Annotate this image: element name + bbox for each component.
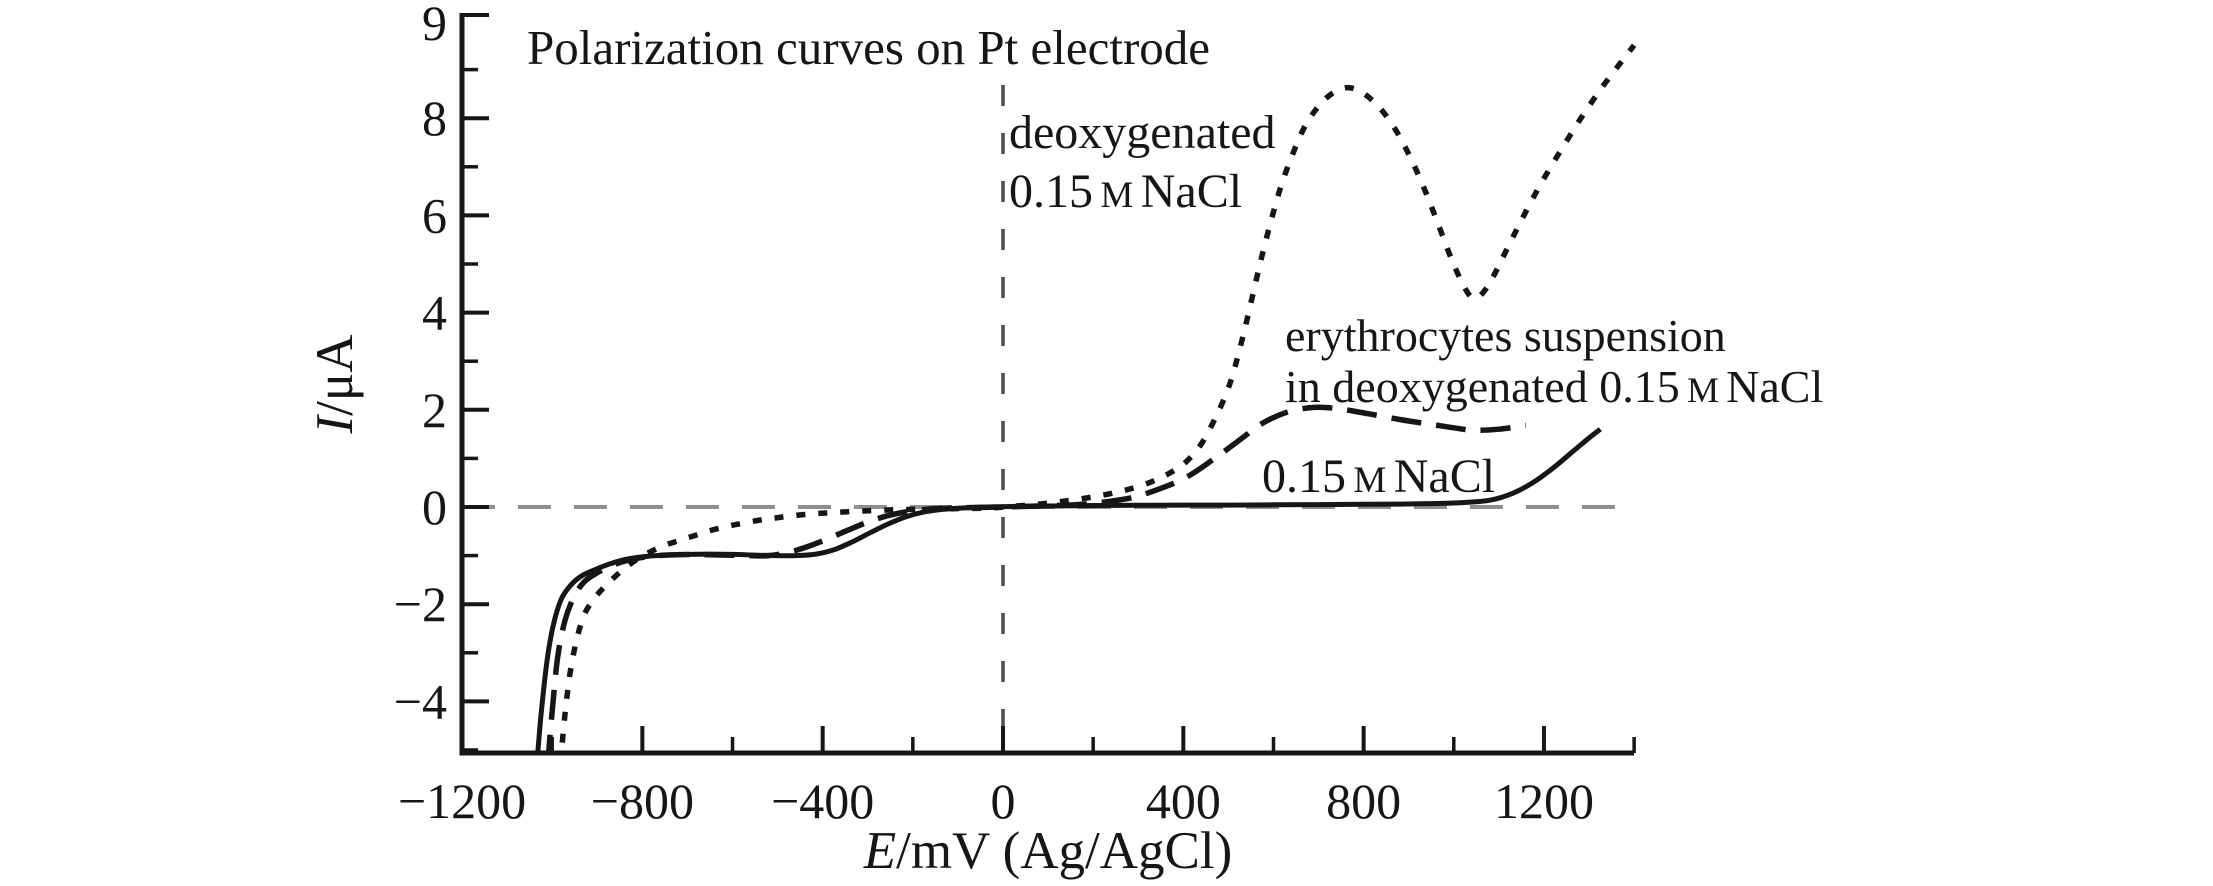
y-axis-top-label: 9 — [422, 0, 447, 51]
annotation-erythrocytes-suspension-line1: erythrocytes suspension — [1285, 310, 1726, 361]
x-tick-label-400: 400 — [1146, 773, 1221, 829]
chart-title: Polarization curves on Pt electrode — [527, 20, 1210, 75]
y-axis-label: I/μA — [306, 334, 364, 434]
x-tick-label-800: 800 — [1326, 773, 1401, 829]
annotation-deoxygenated-nacl-line2: 0.15 M NaCl — [1009, 165, 1242, 218]
y-tick-label--4: −4 — [394, 673, 447, 729]
x-tick-label-1200: 1200 — [1494, 773, 1594, 829]
x-tick-label--1200: −1200 — [398, 773, 526, 829]
x-tick-label-0: 0 — [991, 773, 1016, 829]
axis-ticks — [460, 67, 1636, 753]
curve-solid — [535, 427, 1602, 755]
curve-dotted — [558, 43, 1636, 755]
annotation-nacl-line1: 0.15 M NaCl — [1262, 450, 1495, 503]
curve-dashed — [545, 404, 1527, 755]
annotation-erythrocytes-suspension-line2: in deoxygenated 0.15 M NaCl — [1285, 361, 1823, 412]
y-tick-label--2: −2 — [394, 576, 447, 632]
x-tick-label--400: −400 — [771, 773, 874, 829]
x-tick-label--800: −800 — [591, 773, 694, 829]
y-tick-label-6: 6 — [422, 187, 447, 243]
y-tick-label-8: 8 — [422, 90, 447, 146]
annotation-deoxygenated-nacl-line1: deoxygenated — [1009, 106, 1276, 159]
y-tick-label-0: 0 — [422, 479, 447, 535]
y-tick-label-4: 4 — [422, 285, 447, 341]
y-tick-label-2: 2 — [422, 382, 447, 438]
x-axis-label: E/mV (Ag/AgCl) — [863, 822, 1233, 880]
